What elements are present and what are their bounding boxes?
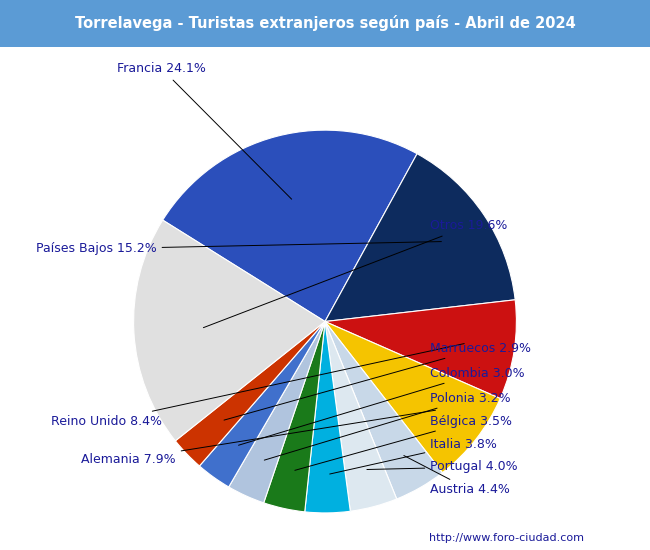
Wedge shape bbox=[200, 322, 325, 487]
Wedge shape bbox=[229, 322, 325, 503]
Text: Torrelavega - Turistas extranjeros según país - Abril de 2024: Torrelavega - Turistas extranjeros según… bbox=[75, 15, 575, 31]
Wedge shape bbox=[325, 322, 500, 472]
Text: Bélgica 3.5%: Bélgica 3.5% bbox=[295, 415, 512, 470]
Wedge shape bbox=[162, 130, 417, 322]
Text: Italia 3.8%: Italia 3.8% bbox=[330, 438, 497, 474]
Wedge shape bbox=[305, 322, 350, 513]
Text: Francia 24.1%: Francia 24.1% bbox=[118, 62, 292, 199]
Text: Marruecos 2.9%: Marruecos 2.9% bbox=[224, 342, 531, 420]
Text: Austria 4.4%: Austria 4.4% bbox=[404, 455, 510, 497]
Text: Países Bajos 15.2%: Países Bajos 15.2% bbox=[36, 241, 441, 255]
Text: http://www.foro-ciudad.com: http://www.foro-ciudad.com bbox=[430, 534, 584, 543]
Wedge shape bbox=[325, 154, 515, 322]
Text: Otros 19.6%: Otros 19.6% bbox=[203, 219, 508, 328]
Wedge shape bbox=[325, 322, 443, 499]
Wedge shape bbox=[325, 322, 396, 512]
Wedge shape bbox=[325, 300, 516, 399]
Wedge shape bbox=[264, 322, 325, 512]
Text: Portugal 4.0%: Portugal 4.0% bbox=[367, 460, 518, 474]
Wedge shape bbox=[134, 220, 325, 441]
Text: Reino Unido 8.4%: Reino Unido 8.4% bbox=[51, 344, 464, 427]
Wedge shape bbox=[176, 322, 325, 466]
Text: Alemania 7.9%: Alemania 7.9% bbox=[81, 410, 436, 466]
Text: Polonia 3.2%: Polonia 3.2% bbox=[265, 392, 511, 460]
Text: Colombia 3.0%: Colombia 3.0% bbox=[239, 367, 525, 446]
